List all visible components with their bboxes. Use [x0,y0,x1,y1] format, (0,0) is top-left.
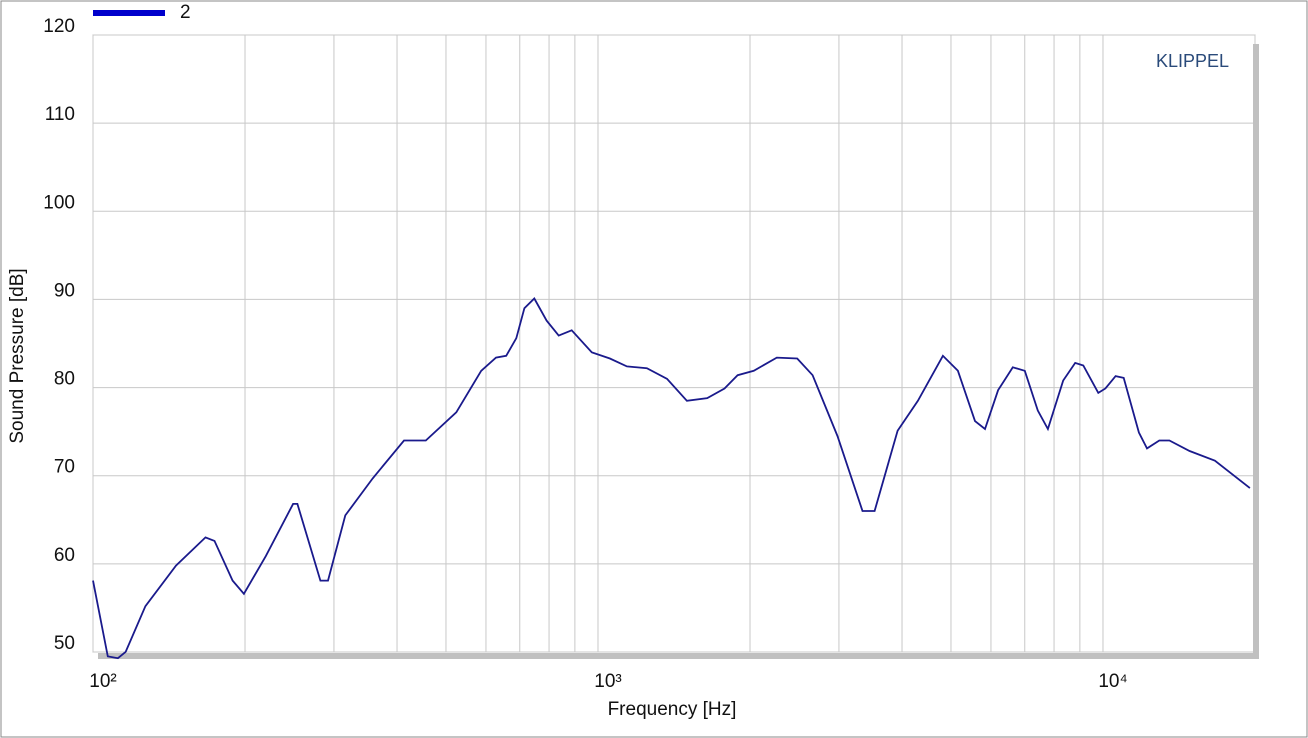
legend-label: 2 [180,2,191,23]
x-tick-label: 10⁴ [1098,671,1127,692]
legend-swatch [93,10,165,16]
y-tick-label: 50 [54,633,75,654]
y-axis-label: Sound Pressure [dB] [7,268,28,443]
y-tick-label: 70 [54,457,75,478]
y-tick-label: 60 [54,545,75,566]
y-tick-label: 100 [43,192,75,213]
x-axis-label: Frequency [Hz] [608,699,737,720]
y-tick-label: 110 [45,104,75,125]
y-tick-label: 80 [54,369,75,390]
y-tick-label: 120 [43,16,75,37]
y-tick-label: 90 [54,280,75,301]
series-line [92,297,1251,660]
annotation: KLIPPEL [1156,51,1229,71]
x-tick-label: 10³ [594,671,621,692]
x-tick-label: 10² [89,671,116,692]
plot-area [92,34,1256,653]
